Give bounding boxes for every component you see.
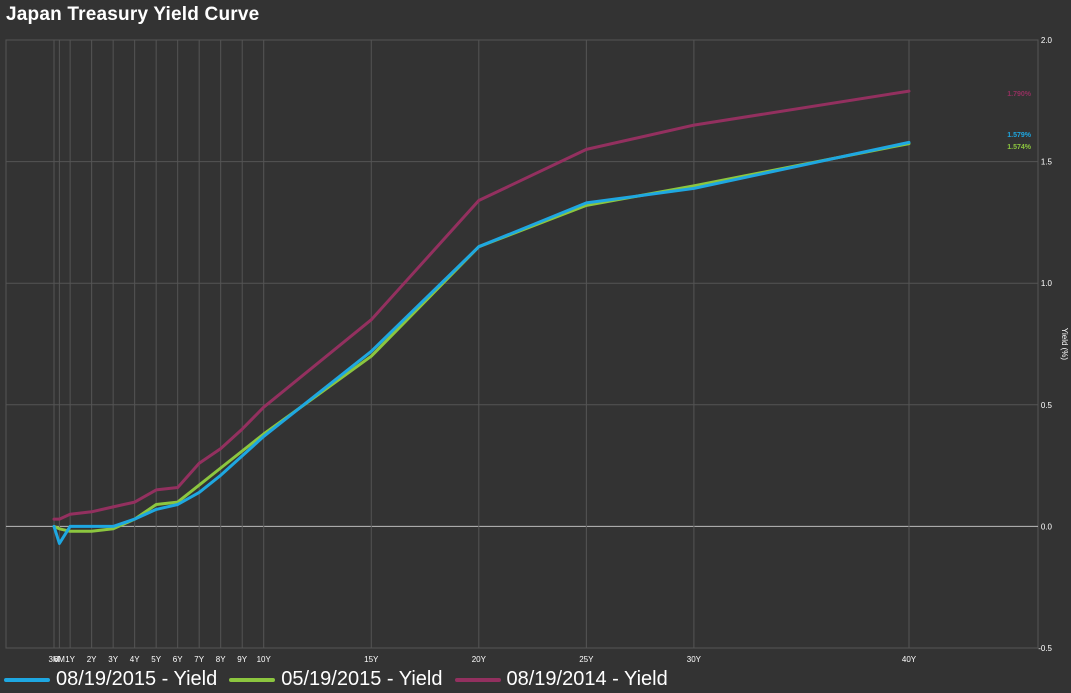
- legend-label-series-2: 05/19/2015 - Yield: [281, 668, 443, 690]
- x-tick-label: 6M: [54, 655, 65, 664]
- x-tick-label: 10Y: [257, 655, 272, 664]
- series-lines: [52, 89, 911, 545]
- legend-swatch-series-1: [4, 677, 50, 682]
- end-value-label-series-3: 1.790%: [1007, 91, 1032, 98]
- y-axis-title: Yield (%): [1060, 328, 1069, 360]
- legend-item-series-2[interactable]: 05/19/2015 - Yield: [229, 668, 443, 691]
- x-tick-label: 40Y: [902, 655, 917, 664]
- plot-frame: [5, 39, 1039, 649]
- x-tick-label: 4Y: [130, 655, 140, 664]
- series-line-2: [52, 142, 911, 533]
- x-tick-label: 1Y: [65, 655, 75, 664]
- series-line-3: [52, 89, 911, 521]
- y-tick-label: -0.5: [1038, 644, 1052, 653]
- legend-swatch-series-3: [454, 677, 501, 682]
- x-tick-label: 9Y: [237, 655, 247, 664]
- end-value-labels: 1.579% 1.574% 1.790%: [1007, 91, 1032, 151]
- y-tick-label: 0.5: [1041, 401, 1053, 410]
- legend-label-series-3: 08/19/2014 - Yield: [506, 668, 668, 690]
- x-tick-label: 8Y: [216, 655, 226, 664]
- legend-item-series-3[interactable]: 08/19/2014 - Yield: [454, 668, 668, 691]
- legend-item-series-1[interactable]: 08/19/2015 - Yield: [4, 668, 217, 691]
- chart-title: Japan Treasury Yield Curve: [6, 4, 260, 25]
- y-tick-label: 1.5: [1041, 158, 1053, 167]
- x-tick-label: 6Y: [173, 655, 183, 664]
- y-tick-label: 0.0: [1041, 522, 1053, 531]
- end-value-label-series-1: 1.579%: [1007, 132, 1032, 139]
- x-tick-label: 30Y: [687, 655, 702, 664]
- x-tick-label: 2Y: [87, 655, 97, 664]
- legend-label-series-1: 08/19/2015 - Yield: [56, 668, 218, 690]
- x-tick-label: 3Y: [108, 655, 118, 664]
- x-tick-label: 15Y: [364, 655, 379, 664]
- x-tick-label: 25Y: [579, 655, 594, 664]
- x-tick-label: 20Y: [472, 655, 487, 664]
- end-value-label-series-2: 1.574%: [1007, 144, 1032, 151]
- x-tick-label: 7Y: [194, 655, 204, 664]
- legend-swatch-series-2: [229, 677, 276, 682]
- y-tick-label: 1.0: [1041, 279, 1053, 288]
- legend: 08/19/2015 - Yield 05/19/2015 - Yield 08…: [4, 668, 680, 691]
- grid-lines: [5, 39, 1039, 649]
- y-tick-label: 2.0: [1041, 36, 1053, 45]
- x-tick-label: 5Y: [151, 655, 161, 664]
- x-tick-label: 3M: [48, 655, 59, 664]
- series-line-1: [52, 140, 911, 545]
